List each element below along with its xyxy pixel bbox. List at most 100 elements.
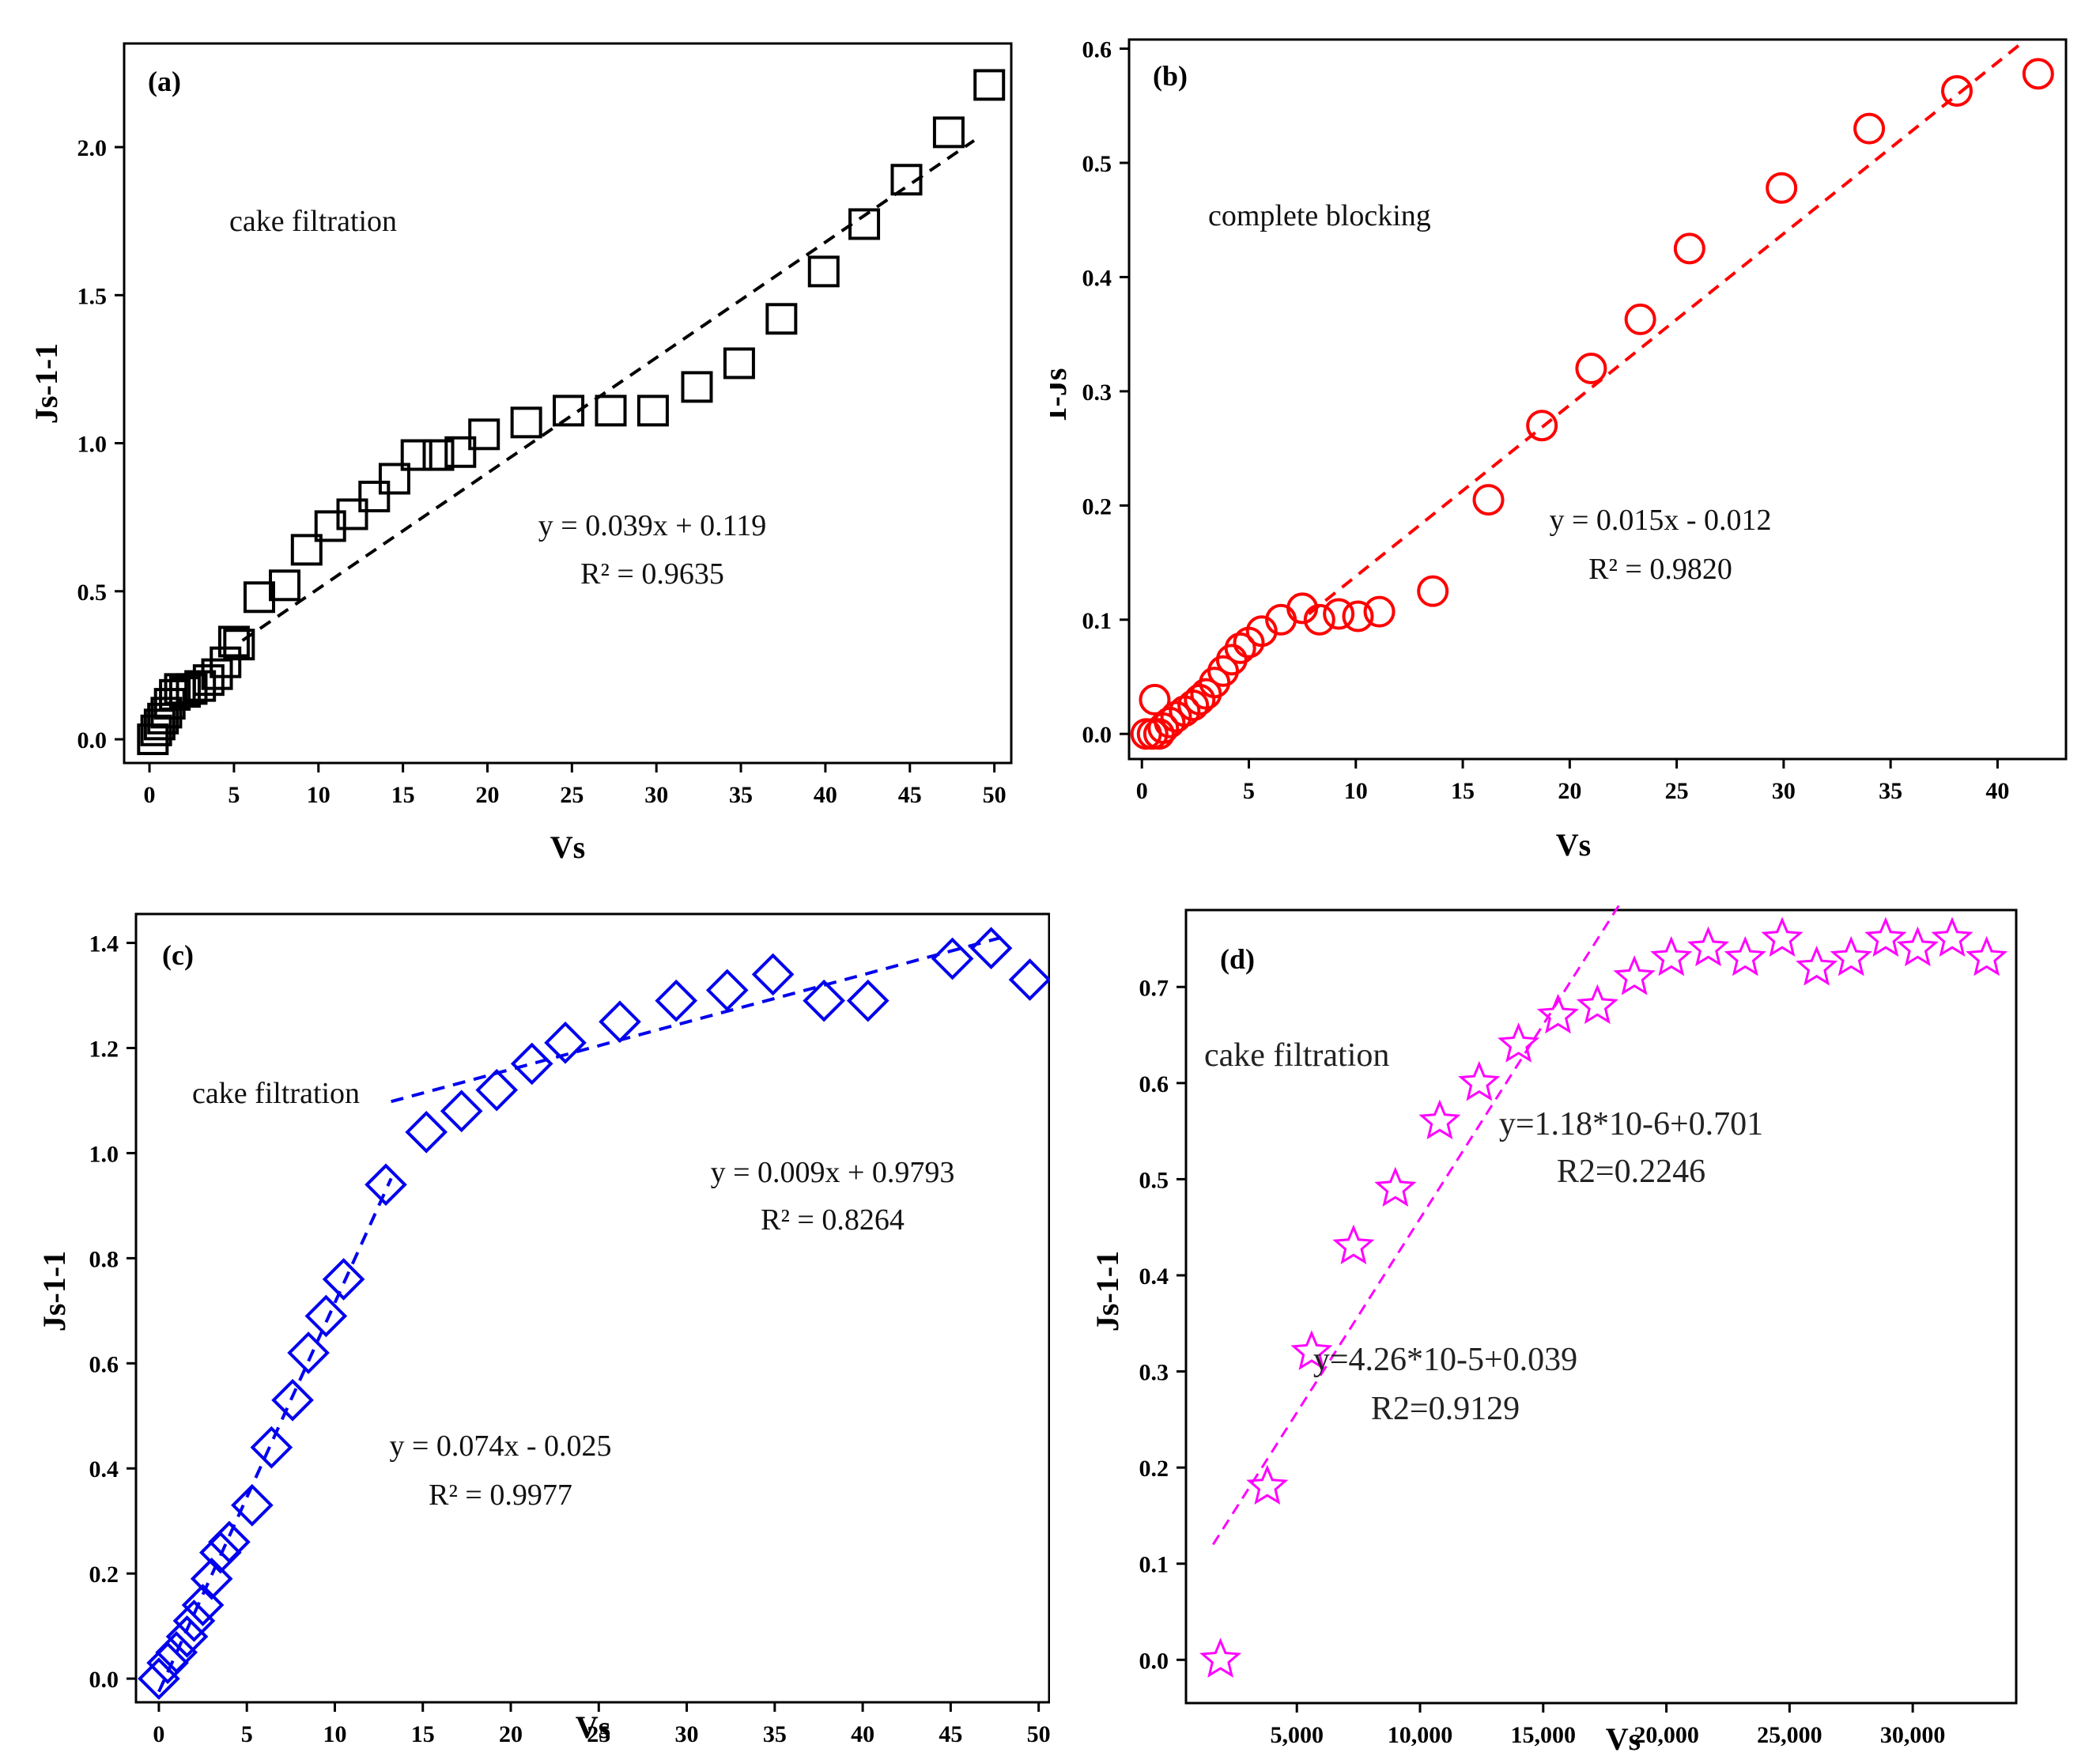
annotation-text: complete blocking xyxy=(1208,199,1431,232)
data-point xyxy=(364,1163,407,1207)
x-tick-label: 20 xyxy=(1558,778,1581,804)
data-point xyxy=(544,1022,587,1064)
data-point xyxy=(1363,595,1396,628)
data-point xyxy=(1966,935,2008,976)
data-point xyxy=(475,1068,519,1112)
x-tick-label: 40 xyxy=(814,782,837,808)
data-point xyxy=(636,395,669,427)
x-tick-label: 30 xyxy=(675,1721,699,1747)
panel-a: 0 5 10 15 20 25 30 35 40 45 50 0.0 0.5 1.0 1.5 2.0 (a) … xyxy=(0,0,1050,880)
data-point xyxy=(931,937,974,980)
data-point xyxy=(1796,945,1838,986)
fit-r2-lower: R2=0.9129 xyxy=(1371,1391,1520,1427)
data-point xyxy=(243,581,275,614)
y-axis-title: Js-1-1 xyxy=(28,343,64,424)
x-tick-label: 40 xyxy=(851,1721,874,1747)
x-tick-label: 10 xyxy=(323,1721,346,1747)
data-point xyxy=(1941,75,1973,107)
x-tick-label: 35 xyxy=(763,1721,787,1747)
data-point xyxy=(231,1483,274,1527)
x-axis-title: Vs xyxy=(550,829,585,865)
data-point xyxy=(400,439,432,471)
data-point xyxy=(655,979,698,1022)
data-point xyxy=(681,371,713,403)
fit-equation: y = 0.015x - 0.012 xyxy=(1549,504,1771,537)
x-tick-label: 30 xyxy=(644,782,668,808)
fit-r2: R² = 0.9635 xyxy=(580,557,724,591)
data-point xyxy=(1224,632,1256,664)
y-tick-label: 0.7 xyxy=(1139,975,1169,1001)
y-tick-label: 0.1 xyxy=(1139,1552,1169,1578)
x-tick-label: 40 xyxy=(1985,778,2009,804)
x-tick-label: 35 xyxy=(1879,778,1902,804)
data-point xyxy=(208,1520,251,1564)
data-point xyxy=(1458,1060,1501,1101)
data-point xyxy=(146,1641,189,1684)
x-tick-label: 15 xyxy=(391,782,415,808)
panel-label: (a) xyxy=(148,66,181,97)
data-point xyxy=(1536,993,1580,1034)
fit-r2: R² = 0.9820 xyxy=(1588,553,1732,586)
x-tick-label: 15 xyxy=(1451,778,1475,804)
fit-equation-upper: y=1.18*10-6+0.701 xyxy=(1499,1106,1763,1142)
data-point xyxy=(1613,955,1656,995)
data-point xyxy=(314,510,346,542)
data-point xyxy=(1853,112,1886,145)
data-point xyxy=(184,670,217,702)
data-point xyxy=(336,498,368,531)
data-point xyxy=(190,1557,233,1600)
data-point xyxy=(358,480,391,512)
x-tick-label: 10 xyxy=(1344,778,1368,804)
data-point xyxy=(322,1258,365,1301)
data-point xyxy=(1246,1464,1289,1505)
panel-label: (b) xyxy=(1153,60,1188,92)
x-tick-label: 50 xyxy=(1027,1721,1050,1747)
data-point xyxy=(422,439,455,471)
x-tick-label: 25 xyxy=(587,1721,610,1747)
fit-equation-upper: y = 0.009x + 0.9793 xyxy=(711,1156,955,1189)
x-tick-label: 20,000 xyxy=(1634,1722,1699,1748)
x-tick-label: 0 xyxy=(153,1721,164,1747)
data-point xyxy=(192,664,225,697)
x-tick-label: 5,000 xyxy=(1270,1722,1324,1748)
y-tick-label: 1.4 xyxy=(89,931,119,957)
y-tick-label: 0.5 xyxy=(77,580,108,606)
x-tick-label: 45 xyxy=(898,782,922,808)
data-point xyxy=(969,927,1013,970)
data-point xyxy=(440,1090,483,1133)
data-point xyxy=(1576,984,1618,1025)
x-tick-label: 15,000 xyxy=(1511,1722,1577,1748)
data-point xyxy=(287,1331,330,1374)
data-point xyxy=(1332,1224,1375,1265)
plot-frame xyxy=(1184,908,2018,1705)
data-point xyxy=(290,534,323,566)
data-point xyxy=(2022,58,2054,90)
x-tick-label: 15 xyxy=(411,1721,435,1747)
data-point xyxy=(803,979,845,1022)
data-point xyxy=(705,969,749,1012)
data-point xyxy=(553,395,585,427)
data-point xyxy=(510,1042,553,1086)
y-axis-title: Js-1-1 xyxy=(36,1251,72,1331)
data-point xyxy=(595,395,627,427)
y-tick-label: 1.0 xyxy=(89,1141,119,1167)
fit-line xyxy=(391,934,1008,1104)
fit-line xyxy=(1212,900,1623,1546)
y-tick-label: 0.6 xyxy=(89,1351,119,1377)
data-point xyxy=(1931,916,1973,957)
data-point xyxy=(1724,935,1766,976)
data-point xyxy=(846,979,889,1022)
data-point xyxy=(1896,926,1939,967)
y-tick-label: 1.5 xyxy=(77,283,108,309)
y-tick-label: 0.0 xyxy=(1139,1648,1169,1674)
data-point xyxy=(405,1111,448,1154)
data-point xyxy=(378,463,410,495)
y-tick-label: 0.2 xyxy=(1139,1456,1169,1482)
chart-b-svg: 0 5 10 15 20 25 30 35 40 0.0 0.1 0.2 0.3 0.4 0.5 0.6 (b… xyxy=(1050,37,2068,863)
data-point xyxy=(510,406,542,439)
data-point xyxy=(1342,600,1374,633)
data-point xyxy=(1417,575,1449,607)
data-point xyxy=(890,164,923,196)
y-tick-label: 0.6 xyxy=(1082,37,1112,63)
data-point xyxy=(155,1631,198,1674)
